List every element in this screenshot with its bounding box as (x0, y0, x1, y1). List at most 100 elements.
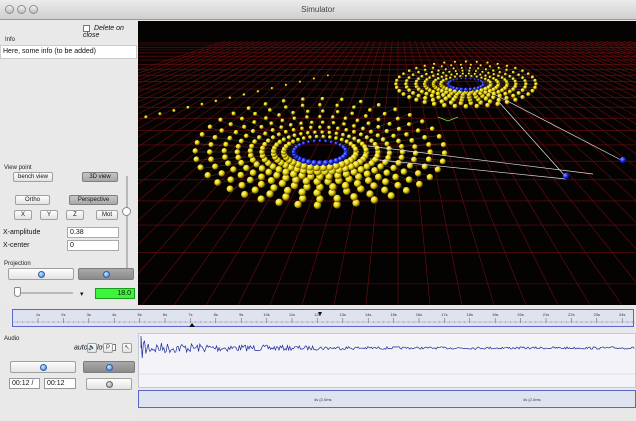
yellow-sphere (276, 132, 282, 137)
yellow-sphere (208, 141, 214, 148)
yellow-sphere (223, 141, 229, 148)
spoke (416, 67, 454, 81)
yellow-sphere (434, 78, 438, 82)
yellow-sphere (397, 88, 402, 93)
yellow-sphere (300, 126, 304, 131)
grid-line (141, 40, 353, 306)
sphere (186, 105, 190, 109)
projection-dropdown[interactable]: ▾ (80, 291, 84, 298)
audio-time-current: 00:12 / (9, 378, 40, 389)
yellow-sphere (231, 111, 236, 116)
zoom-window-icon[interactable] (29, 5, 38, 14)
p-icon[interactable]: P (103, 343, 113, 353)
yellow-sphere (207, 124, 213, 130)
yellow-sphere (414, 82, 418, 86)
yellow-sphere (343, 187, 351, 196)
sphere (284, 83, 288, 87)
yellow-sphere (530, 88, 535, 93)
timeline-ruler[interactable]: 1s 2s 3s 4s 5s 6s 7s 8s 9s 10s 11s 12s 13s 14s 15s 16s 1… (12, 309, 635, 327)
yellow-sphere (459, 75, 462, 78)
yellow-sphere (292, 133, 297, 138)
audio-marker-track[interactable]: 4s (2.0ms 4s (2.0ms (138, 390, 636, 408)
yellow-sphere (516, 91, 521, 96)
vertical-slider-track[interactable] (126, 176, 128, 271)
yellow-sphere (363, 170, 371, 178)
projection-slider-track[interactable] (15, 292, 73, 294)
yellow-sphere (450, 64, 453, 67)
blue-sphere (464, 87, 468, 92)
yellow-sphere (199, 132, 205, 137)
yellow-sphere (477, 67, 480, 70)
3d-view-button[interactable]: 3D view (82, 172, 118, 182)
yellow-sphere (440, 65, 444, 68)
yellow-sphere (432, 62, 436, 66)
delete-on-close-checkbox[interactable] (83, 25, 90, 32)
yellow-sphere (426, 141, 432, 148)
projection-slider-thumb[interactable] (14, 287, 21, 297)
spoke (480, 70, 523, 81)
spoke (471, 62, 488, 79)
yellow-sphere (500, 88, 505, 93)
yellow-sphere (266, 190, 274, 198)
timeline-ticks: 1s 2s 3s 4s 5s 6s 7s 8s 9s 10s 11s 12s 13s 14s 15s 16s 1… (13, 312, 635, 327)
yellow-sphere (291, 139, 296, 144)
audio-play-button[interactable] (10, 361, 76, 373)
yellow-sphere (423, 95, 428, 101)
minimize-window-icon[interactable] (17, 5, 26, 14)
x-axis-button[interactable]: X (14, 210, 32, 220)
close-window-icon[interactable] (5, 5, 14, 14)
yellow-sphere (331, 115, 335, 119)
yellow-sphere (270, 135, 276, 140)
yellow-sphere (439, 158, 446, 165)
yellow-sphere (333, 194, 342, 203)
yellow-sphere (411, 91, 416, 96)
timeline-tick-label: 11s (289, 312, 295, 317)
x-amplitude-input[interactable]: 0.38 (67, 227, 119, 238)
audio-waveform[interactable] (138, 333, 636, 388)
blue-sphere (307, 140, 311, 144)
yellow-sphere (475, 75, 479, 79)
ortho-button[interactable]: Ortho (15, 195, 50, 205)
yellow-sphere (436, 77, 440, 80)
projection-play-button[interactable] (8, 268, 74, 280)
yellow-sphere (282, 168, 290, 176)
yellow-sphere (369, 138, 375, 144)
sphere (200, 102, 204, 106)
yellow-sphere (250, 129, 256, 134)
y-axis-button[interactable]: Y (40, 210, 58, 220)
cursor-icon[interactable]: ↖ (122, 343, 132, 353)
yellow-sphere (468, 69, 471, 73)
connector-line (487, 90, 624, 162)
yellow-sphere (376, 103, 381, 107)
yellow-sphere (444, 68, 448, 71)
3d-scene-viewport[interactable] (0, 21, 636, 306)
speaker-icon[interactable]: 🔈 (87, 343, 97, 353)
yellow-sphere (253, 161, 260, 168)
bench-view-button[interactable]: bench view (13, 172, 53, 182)
yellow-sphere (321, 134, 326, 139)
delete-on-close-option[interactable]: Delete on close (83, 25, 138, 39)
audio-time-total[interactable]: 00:12 (44, 378, 76, 389)
yellow-sphere (496, 89, 501, 95)
yellow-sphere (453, 60, 457, 64)
yellow-sphere (424, 68, 427, 72)
yellow-sphere (511, 93, 516, 98)
yellow-sphere (448, 70, 451, 74)
audio-settings-button[interactable] (86, 378, 132, 390)
perspective-button[interactable]: Perspective (69, 195, 118, 205)
yellow-sphere (218, 117, 223, 123)
projection-record-button[interactable] (78, 268, 134, 280)
yellow-sphere (511, 77, 515, 81)
yellow-sphere (405, 79, 409, 83)
mot-button[interactable]: Mot (96, 210, 118, 220)
yellow-sphere (405, 176, 413, 184)
x-center-input[interactable]: 0 (67, 240, 119, 251)
timeline-tick-label: 14s (365, 312, 371, 317)
yellow-sphere (259, 124, 264, 130)
yellow-sphere (352, 124, 356, 128)
audio-record-button[interactable] (83, 361, 135, 373)
yellow-sphere (313, 201, 322, 210)
vertical-slider-thumb[interactable] (122, 207, 131, 216)
z-axis-button[interactable]: Z (66, 210, 84, 220)
yellow-sphere (504, 72, 507, 76)
